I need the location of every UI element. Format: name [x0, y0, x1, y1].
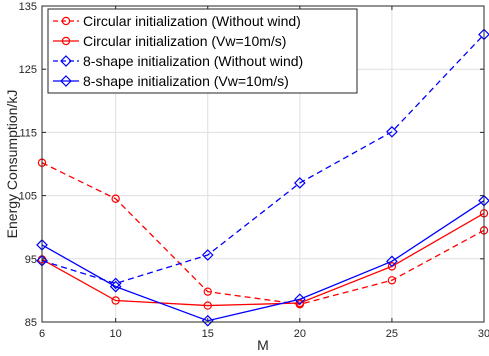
legend-swatch-marker: [61, 36, 71, 46]
x-tick-label: 25: [386, 328, 398, 340]
y-axis-label: Energy Consumption/kJ: [4, 90, 20, 239]
series-2-line: [41, 212, 485, 307]
legend-box: [47, 8, 358, 94]
x-tick-label: 30: [478, 328, 489, 340]
legend-swatch-marker: [61, 16, 71, 26]
legend-swatch-marker: [60, 75, 72, 87]
series-3-point: [109, 277, 122, 290]
y-tick-label: 125: [19, 64, 37, 76]
legend-entries: Circular initialization (Without wind) Ci…: [53, 13, 303, 89]
x-tick-label: 15: [202, 328, 214, 340]
series-4-point: [201, 314, 214, 327]
series-1-point: [387, 276, 397, 285]
series-2-point: [387, 262, 397, 271]
series-4-point: [109, 280, 122, 293]
axes-box: [41, 5, 485, 323]
legend-entry-2: Circular initialization (Vw=10m/s): [53, 33, 286, 49]
series-2-point: [203, 301, 212, 310]
series-3-point: [201, 249, 214, 261]
x-axis-label: M: [257, 337, 269, 353]
legend: Circular initialization (Without wind) Ci…: [47, 8, 358, 94]
series-2: [37, 209, 489, 310]
x-tick-label: 6: [39, 328, 45, 340]
legend-entry-3: 8-shape initialization (Without wind): [53, 53, 303, 69]
y-tick-label: 115: [19, 127, 37, 139]
series-3-point: [293, 177, 306, 189]
y-tick-label: 85: [25, 317, 37, 329]
series-1: [37, 158, 489, 309]
y-tick-label: 105: [19, 191, 37, 203]
series-4: [36, 194, 489, 327]
series-1-point: [111, 194, 120, 203]
legend-label: Circular initialization (Vw=10m/s): [83, 33, 286, 49]
y-tick-label: 135: [19, 1, 37, 13]
ticks: 6 10 15 20 25 30 85 95 105 115 125 135: [19, 1, 489, 340]
legend-entry-1: Circular initialization (Without wind): [53, 13, 301, 29]
y-tick-label: 95: [25, 254, 37, 266]
legend-label: 8-shape initialization (Vw=10m/s): [83, 73, 289, 89]
x-tick-label: 20: [294, 328, 306, 340]
series-group: [36, 28, 489, 327]
series-3-point: [386, 125, 398, 138]
series-4-line: [41, 200, 485, 322]
legend-entry-4: 8-shape initialization (Vw=10m/s): [53, 73, 289, 89]
legend-swatch-marker: [60, 55, 72, 67]
series-4-point: [293, 293, 306, 306]
series-2-point: [111, 296, 120, 305]
x-tick-label: 10: [110, 328, 122, 340]
series-4-point: [386, 255, 398, 268]
legend-label: Circular initialization (Without wind): [83, 13, 301, 29]
legend-label: 8-shape initialization (Without wind): [83, 53, 303, 69]
series-1-point: [203, 287, 212, 296]
